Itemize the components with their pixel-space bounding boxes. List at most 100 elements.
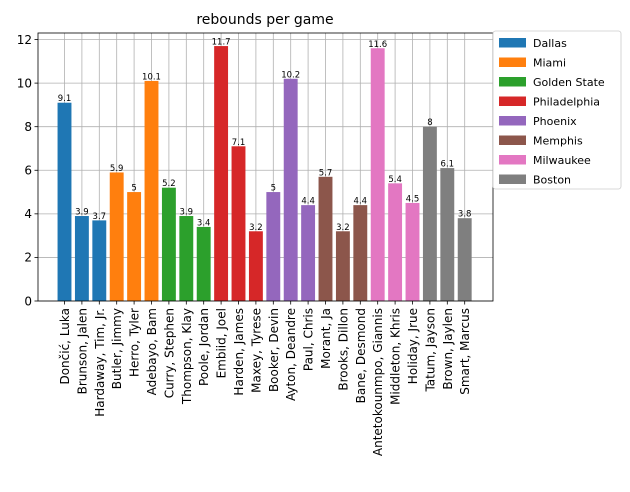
bar <box>57 102 72 302</box>
bar-value-label: 3.2 <box>249 223 263 233</box>
x-tick-label: Antetokounmpo, Giannis <box>371 308 385 456</box>
bar-value-label: 10.1 <box>142 72 161 82</box>
bar <box>92 220 107 301</box>
bar-value-label: 11.6 <box>368 40 387 50</box>
x-tick-label: Brown, Jaylen <box>441 308 455 390</box>
legend-swatch <box>499 174 526 184</box>
y-tick-label: 4 <box>24 207 32 221</box>
bar <box>248 231 263 301</box>
chart-title: rebounds per game <box>196 12 333 28</box>
bar-value-label: 5.9 <box>110 164 124 174</box>
x-tick-label: Middleton, Khris <box>389 308 403 405</box>
legend-swatch <box>499 77 526 87</box>
bar <box>231 146 246 301</box>
bar-value-label: 3.8 <box>458 210 472 220</box>
bar-value-label: 5.7 <box>319 168 333 178</box>
bar-value-label: 3.4 <box>197 218 211 228</box>
bar <box>179 216 194 301</box>
bar <box>109 172 124 301</box>
x-tick-label: Poole, Jordan <box>197 308 211 386</box>
bar <box>370 48 385 302</box>
legend-label: Memphis <box>533 135 583 148</box>
bar <box>127 192 142 301</box>
x-tick-label: Embiid, Joel <box>215 308 229 378</box>
bar <box>318 176 333 301</box>
bar-value-label: 5 <box>131 184 136 194</box>
bar-value-labels: 9.13.9 3.75.9510.15.23.93.411.77.13.2510.… <box>58 38 472 233</box>
x-tick-label: Butler, Jimmy <box>110 308 124 389</box>
x-tick-label: Booker, Devin <box>267 308 281 392</box>
x-tick-label: Holiday, Jrue <box>406 308 420 384</box>
x-tick-label: Brooks, Dillon <box>336 308 350 391</box>
x-tick-label: Herro, Tyler <box>128 308 142 377</box>
y-tick-label: 2 <box>24 251 32 265</box>
bar <box>405 202 420 301</box>
bar-value-label: 3.9 <box>75 208 89 218</box>
legend-label: Phoenix <box>533 115 577 128</box>
bar-value-label: 5 <box>271 184 276 194</box>
bar-value-label: 3.2 <box>336 223 350 233</box>
bar-value-label: 11.7 <box>212 38 231 48</box>
bar-value-label: 7.1 <box>232 138 246 148</box>
bar <box>457 218 472 301</box>
bar <box>440 168 455 301</box>
bar-value-label: 6.1 <box>441 160 455 170</box>
bar <box>144 80 159 301</box>
bar <box>301 205 316 301</box>
bar-value-label: 9.1 <box>58 94 72 104</box>
bar <box>214 46 229 302</box>
x-tick-label: Thompson, Klay <box>180 308 194 405</box>
bar <box>196 226 211 301</box>
bar <box>161 187 176 301</box>
legend-label: Dallas <box>533 37 567 50</box>
x-tick-label: Curry, Stephen <box>162 308 176 398</box>
y-tick-label: 6 <box>24 164 32 178</box>
legend-swatch <box>499 155 526 165</box>
x-tick-label: Bane, Desmond <box>354 308 368 403</box>
bar-value-label: 10.2 <box>281 70 300 80</box>
bar-value-label: 4.4 <box>354 197 368 207</box>
x-tick-label: Dončić, Luka <box>58 308 72 385</box>
y-tick-label: 0 <box>24 294 32 308</box>
legend-swatch <box>499 38 526 48</box>
y-tick-label: 12 <box>17 33 32 47</box>
bar <box>335 231 350 301</box>
y-tick-label: 8 <box>24 120 32 134</box>
bar-value-label: 3.7 <box>93 212 107 222</box>
legend-swatch <box>499 116 526 126</box>
legend-frame <box>492 30 622 190</box>
legend-label: Philadelphia <box>533 96 600 109</box>
legend-swatch <box>499 135 526 145</box>
x-tick-label: Ayton, Deandre <box>284 308 298 401</box>
bar-value-label: 8 <box>427 118 432 128</box>
x-tick-label: Brunson, Jalen <box>75 308 89 394</box>
x-tick-label: Morant, Ja <box>319 308 333 369</box>
x-axis: Dončić, Luka Brunson, Jalen Hardaway, Tim,… <box>58 301 472 456</box>
x-tick-label: Adebayo, Bam <box>145 308 159 395</box>
bar-value-label: 4.5 <box>406 194 420 204</box>
x-tick-label: Tatum, Jayson <box>423 308 437 393</box>
bar-value-label: 3.9 <box>180 208 194 218</box>
legend-label: Milwaukee <box>533 154 591 167</box>
bar <box>422 126 437 301</box>
bars <box>57 46 472 302</box>
bar-value-label: 5.2 <box>162 179 176 189</box>
y-axis: 0 2 4 6 8 10 12 <box>17 33 38 308</box>
x-tick-label: Maxey, Tyrese <box>249 308 263 393</box>
x-tick-label: Hardaway, Tim, Jr. <box>93 308 107 417</box>
x-tick-label: Smart, Marcus <box>458 308 472 395</box>
bar <box>283 78 298 301</box>
bar <box>266 192 281 301</box>
legend-label: Golden State <box>533 76 605 89</box>
bar <box>388 183 403 301</box>
legend-swatch <box>499 96 526 106</box>
bar <box>74 216 89 301</box>
x-tick-label: Harden, James <box>232 308 246 396</box>
x-tick-label: Paul, Chris <box>302 308 316 371</box>
legend-label: Miami <box>533 57 566 70</box>
legend: Dallas Miami Golden State Philadelphia Phoen… <box>492 30 622 190</box>
bar-value-label: 5.4 <box>388 175 402 185</box>
bar-value-label: 4.4 <box>301 197 315 207</box>
legend-swatch <box>499 57 526 67</box>
